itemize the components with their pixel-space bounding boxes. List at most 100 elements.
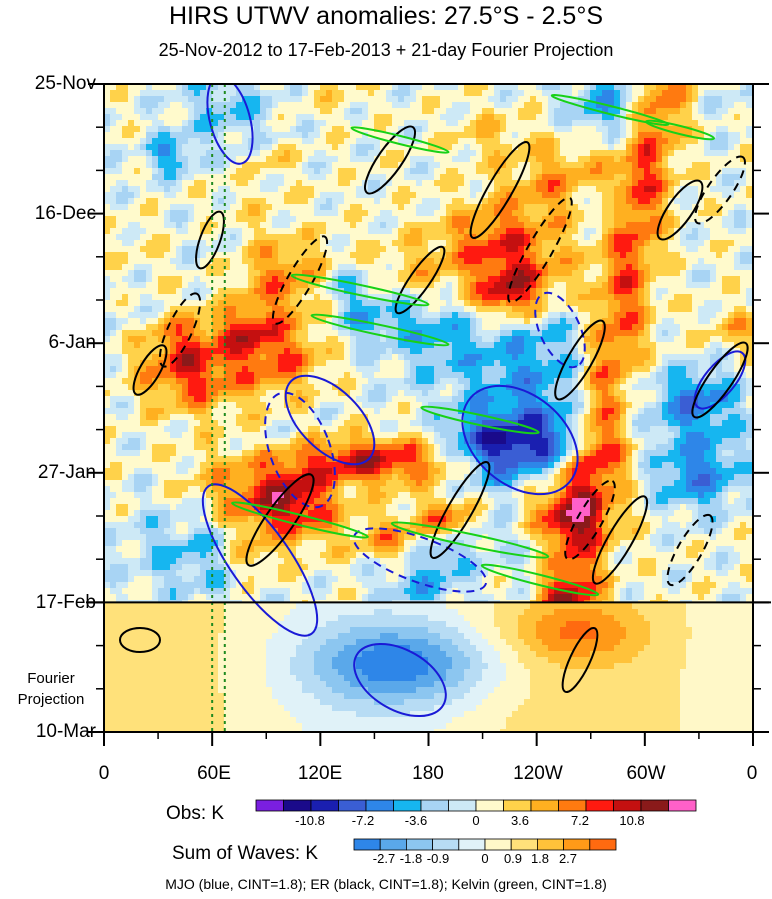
obs-cell — [452, 120, 459, 127]
obs-cell — [500, 258, 507, 265]
obs-cell — [398, 150, 405, 157]
obs-cell — [740, 156, 747, 163]
obs-cell — [326, 282, 333, 289]
obs-cell — [464, 318, 471, 325]
obs-cell — [734, 264, 741, 271]
obs-cell — [422, 192, 429, 199]
obs-cell — [110, 264, 117, 271]
obs-cell — [332, 300, 339, 307]
obs-cell — [392, 144, 399, 151]
obs-cell — [710, 180, 717, 187]
obs-cell — [644, 312, 651, 319]
obs-cell — [170, 264, 177, 271]
obs-cell — [644, 132, 651, 139]
obs-cell — [536, 228, 543, 235]
obs-cell — [272, 258, 279, 265]
obs-cell — [644, 150, 651, 157]
obs-cell — [332, 192, 339, 199]
obs-cell — [320, 132, 327, 139]
obs-cell — [710, 216, 717, 223]
obs-cell — [152, 120, 159, 127]
obs-cell — [458, 90, 465, 97]
obs-cell — [500, 318, 507, 325]
obs-cell — [494, 192, 501, 199]
obs-cell — [674, 144, 681, 151]
obs-cell — [314, 276, 321, 283]
obs-cell — [566, 114, 573, 121]
obs-cell — [704, 318, 711, 325]
obs-cell — [530, 186, 537, 193]
obs-cell — [368, 228, 375, 235]
obs-cell — [110, 162, 117, 169]
obs-cell — [272, 354, 279, 361]
obs-cell — [248, 90, 255, 97]
obs-cell — [296, 306, 303, 313]
obs-cell — [518, 108, 525, 115]
obs-cell — [296, 252, 303, 259]
obs-cell — [512, 228, 519, 235]
obs-cell — [638, 180, 645, 187]
obs-cell — [686, 270, 693, 277]
obs-cell — [230, 240, 237, 247]
obs-cell — [428, 108, 435, 115]
obs-cell — [578, 210, 585, 217]
obs-cell — [272, 210, 279, 217]
obs-cell — [692, 174, 699, 181]
obs-cell — [170, 324, 177, 331]
obs-cell — [518, 276, 525, 283]
obs-cell — [518, 324, 525, 331]
obs-cell — [632, 270, 639, 277]
obs-cell — [494, 162, 501, 169]
obs-cell — [740, 204, 747, 211]
obs-cell — [698, 270, 705, 277]
obs-cell — [254, 222, 261, 229]
obs-cell — [200, 138, 207, 145]
obs-cell — [308, 102, 315, 109]
obs-cell — [452, 300, 459, 307]
obs-cell — [206, 348, 213, 355]
obs-cell — [554, 102, 561, 109]
obs-cell — [494, 276, 501, 283]
obs-cell — [272, 180, 279, 187]
obs-cell — [182, 348, 189, 355]
obs-cell — [644, 126, 651, 133]
obs-cell — [602, 252, 609, 259]
obs-cell — [380, 270, 387, 277]
obs-cell — [200, 180, 207, 187]
obs-cell — [746, 324, 753, 331]
obs-cell — [620, 138, 627, 145]
obs-cell — [746, 156, 753, 163]
obs-cell — [680, 216, 687, 223]
obs-cell — [458, 108, 465, 115]
obs-cell — [302, 162, 309, 169]
obs-cell — [416, 264, 423, 271]
obs-cell — [284, 240, 291, 247]
obs-cell — [614, 162, 621, 169]
obs-cell — [452, 240, 459, 247]
obs-cell — [380, 162, 387, 169]
obs-cell — [620, 336, 627, 343]
obs-cell — [242, 228, 249, 235]
obs-cell — [104, 216, 111, 223]
obs-cell — [530, 306, 537, 313]
obs-cell — [614, 270, 621, 277]
obs-cell — [530, 240, 537, 247]
obs-cell — [356, 342, 363, 349]
obs-cell — [140, 246, 147, 253]
obs-cell — [710, 192, 717, 199]
obs-cell — [392, 90, 399, 97]
obs-cell — [596, 138, 603, 145]
obs-cell — [230, 120, 237, 127]
obs-cell — [470, 114, 477, 121]
obs-cell — [284, 348, 291, 355]
obs-cell — [506, 348, 513, 355]
obs-cell — [554, 252, 561, 259]
obs-cell — [326, 186, 333, 193]
obs-cell — [200, 300, 207, 307]
obs-cell — [326, 306, 333, 313]
obs-cell — [704, 252, 711, 259]
obs-cell — [530, 336, 537, 343]
obs-cell — [152, 210, 159, 217]
obs-cell — [740, 342, 747, 349]
obs-cell — [206, 324, 213, 331]
